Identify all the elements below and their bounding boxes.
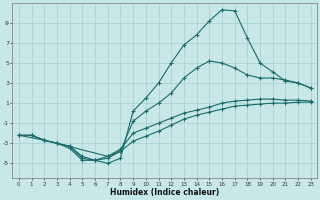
X-axis label: Humidex (Indice chaleur): Humidex (Indice chaleur) xyxy=(110,188,220,197)
